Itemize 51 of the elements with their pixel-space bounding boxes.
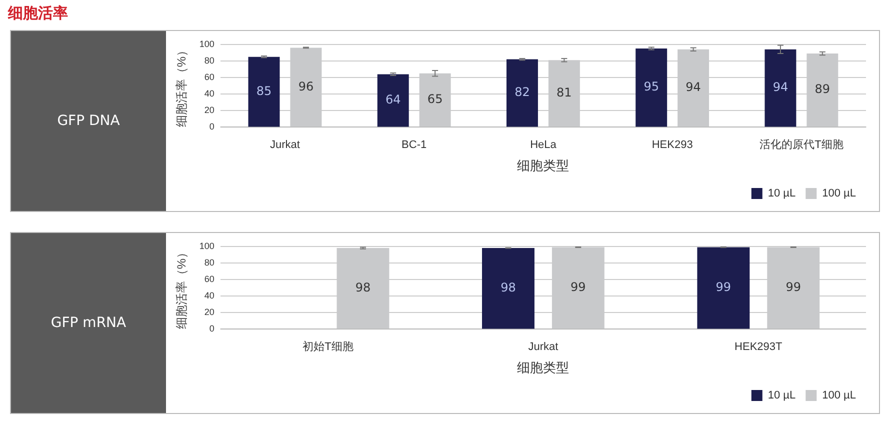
x-tick-label: 活化的原代T细胞 — [760, 138, 844, 151]
x-axis-title: 细胞类型 — [517, 158, 570, 173]
data-label: 96 — [298, 79, 314, 94]
x-tick-label: Jurkat — [528, 340, 558, 353]
y-tick-label: 0 — [209, 324, 214, 334]
y-tick-label: 60 — [204, 72, 214, 82]
data-label: 98 — [500, 280, 516, 295]
text: GFP DNA — [11, 31, 166, 211]
x-tick-label: HeLa — [530, 138, 558, 151]
y-tick-label: 40 — [204, 290, 214, 301]
y-tick-label: 20 — [204, 105, 214, 116]
legend-label: 10 µL — [768, 390, 796, 402]
data-label: 99 — [570, 280, 586, 294]
text: 细胞活率 — [8, 4, 68, 23]
y-tick-label: 0 — [209, 122, 214, 132]
data-label: 99 — [786, 280, 802, 294]
data-label: 89 — [814, 82, 830, 96]
text: GFP mRNA — [11, 233, 166, 413]
y-tick-label: 80 — [204, 55, 214, 66]
data-label: 85 — [256, 84, 272, 98]
y-axis-title: 细胞活率（%） — [174, 246, 189, 330]
bar — [636, 48, 668, 127]
x-axis-title: 细胞类型 — [517, 360, 570, 375]
y-axis-title: 细胞活率（%） — [174, 44, 189, 128]
x-tick-label: BC-1 — [402, 138, 427, 151]
y-tick-label: 100 — [199, 38, 214, 49]
bar — [377, 74, 409, 127]
legend-label: 100 µL — [822, 188, 856, 200]
bar — [764, 49, 796, 127]
legend-label: 100 µL — [822, 390, 856, 402]
y-tick-label: 60 — [204, 274, 214, 284]
x-tick-label: Jurkat — [270, 138, 300, 151]
data-label: 64 — [385, 92, 401, 107]
data-label: 81 — [556, 86, 572, 100]
y-tick-label: 80 — [204, 257, 214, 268]
data-label: 99 — [716, 280, 732, 294]
bar — [248, 56, 280, 127]
data-label: 94 — [686, 80, 701, 94]
x-tick-label: HEK293 — [652, 138, 693, 151]
y-tick-label: 100 — [199, 240, 214, 251]
data-label: 82 — [514, 85, 530, 100]
data-label: 65 — [427, 92, 443, 106]
data-label: 95 — [644, 80, 659, 94]
bar — [506, 59, 538, 127]
legend-label: 10 µL — [768, 188, 796, 200]
x-tick-label: 初始T细胞 — [302, 340, 354, 353]
y-tick-label: 40 — [204, 88, 214, 99]
y-tick-label: 20 — [204, 307, 214, 318]
data-label: 98 — [355, 280, 371, 295]
data-label: 94 — [772, 80, 788, 94]
x-tick-label: HEK293T — [734, 340, 783, 353]
